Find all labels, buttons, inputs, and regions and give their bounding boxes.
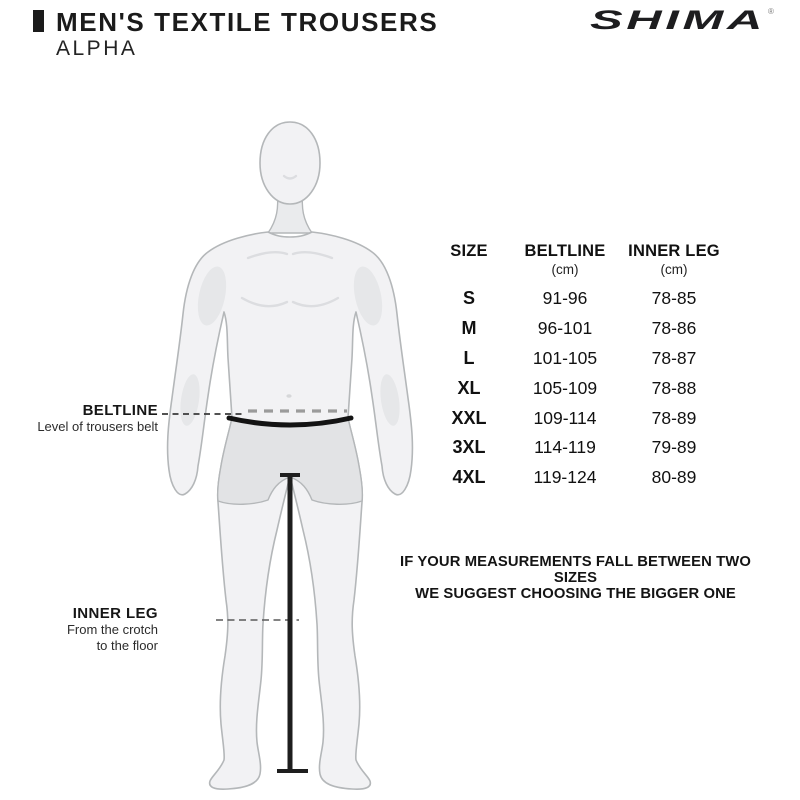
shorts-shape — [216, 417, 364, 505]
table-row-size: XXL — [451, 407, 487, 428]
beltline-label: BELTLINE — [82, 402, 158, 419]
table-row-inner-leg: 78-88 — [651, 377, 697, 398]
table-row-inner-leg: 79-89 — [651, 437, 697, 458]
table-row-size: 3XL — [452, 437, 486, 458]
sizing-note-line2: WE SUGGEST CHOOSING THE BIGGER ONE — [415, 586, 736, 602]
column-header-size: SIZE — [428, 242, 510, 284]
beltline-curve — [226, 415, 354, 428]
table-row-inner-leg: 78-87 — [651, 347, 697, 368]
table-row-inner-leg: 78-86 — [651, 318, 697, 339]
table-row-beltline: 119-124 — [533, 467, 597, 488]
table-row-inner-leg: 80-89 — [651, 467, 697, 488]
header-inner-leg-unit: (cm) — [660, 262, 688, 277]
sizing-note-line1: IF YOUR MEASUREMENTS FALL BETWEEN TWO SI… — [400, 554, 751, 586]
registered-mark: ® — [768, 7, 774, 16]
brand-logo: SHIMA ® — [588, 2, 783, 38]
column-header-beltline: BELTLINE (cm) — [510, 242, 620, 284]
table-row-beltline: 91-96 — [542, 288, 588, 309]
header-beltline-unit: (cm) — [551, 262, 579, 277]
table-row-size: 4XL — [452, 467, 486, 488]
table-row-beltline: 96-101 — [537, 318, 593, 339]
table-row-size: S — [462, 288, 475, 309]
table-row-inner-leg: 78-85 — [651, 288, 697, 309]
shima-logo-text: SHIMA — [590, 5, 766, 35]
title-accent-bar — [33, 10, 44, 32]
table-row-size: M — [461, 318, 477, 339]
page-title: MEN'S TEXTILE TROUSERS — [56, 7, 439, 37]
shima-logo-icon: SHIMA ® — [590, 5, 774, 35]
table-row-beltline: 114-119 — [534, 437, 596, 458]
beltline-label-block: BELTLINE Level of trousers belt — [18, 402, 158, 435]
inner-leg-label-block: INNER LEG From the crotch to the floor — [18, 605, 158, 653]
sizing-note: IF YOUR MEASUREMENTS FALL BETWEEN TWO SI… — [378, 554, 773, 602]
table-row-beltline: 105-109 — [532, 377, 598, 398]
inner-leg-description-line1: From the crotch — [66, 622, 158, 637]
inner-leg-label: INNER LEG — [72, 605, 158, 622]
body-shading — [240, 174, 340, 308]
header-beltline-label: BELTLINE — [524, 242, 606, 260]
navel — [286, 394, 292, 398]
beltline-description: Level of trousers belt — [37, 419, 158, 434]
mannequin-illustration — [162, 121, 414, 790]
deltoid-shading — [180, 266, 400, 426]
body-silhouette — [166, 231, 414, 790]
table-row-size: L — [463, 347, 475, 368]
inner-leg-description-line2: to the floor — [96, 637, 158, 653]
header-size-label: SIZE — [450, 242, 488, 260]
header-inner-leg-label: INNER LEG — [628, 242, 720, 260]
table-row-beltline: 109-114 — [533, 407, 597, 428]
table-row-beltline: 101-105 — [532, 347, 598, 368]
model-name: ALPHA — [56, 37, 138, 60]
size-table: SIZE BELTLINE (cm) INNER LEG (cm) S 91-9… — [428, 242, 728, 493]
column-header-inner-leg: INNER LEG (cm) — [620, 242, 728, 284]
inner-leg-measure-line — [277, 473, 308, 773]
table-row-inner-leg: 78-89 — [651, 407, 697, 428]
body-figure — [150, 100, 470, 800]
head-shape — [259, 121, 321, 205]
table-row-size: XL — [457, 377, 481, 398]
